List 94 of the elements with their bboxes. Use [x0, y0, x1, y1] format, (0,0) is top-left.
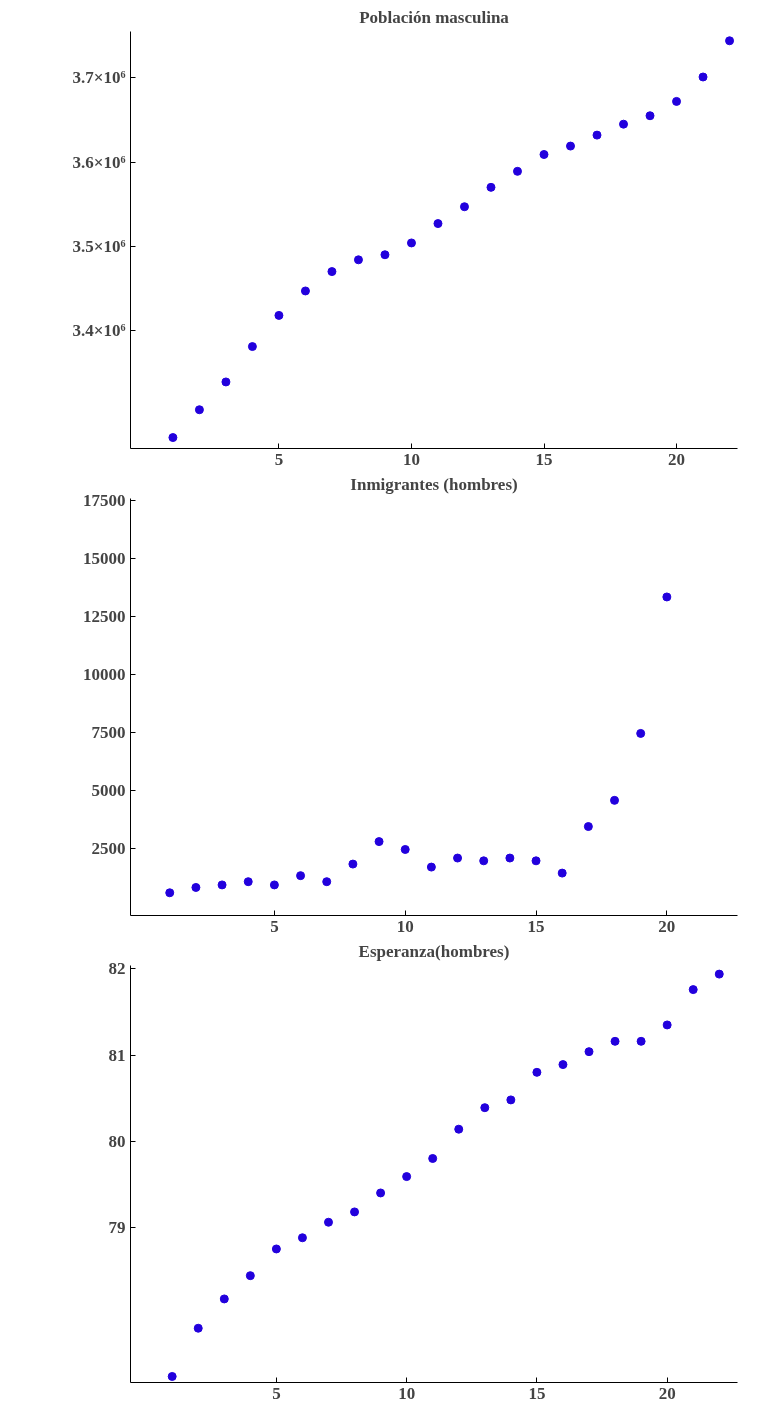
point	[610, 795, 620, 805]
point	[662, 592, 672, 602]
y-tick-label: 79	[108, 1217, 126, 1237]
chart-title: Población masculina	[359, 7, 510, 27]
y-tick-label: 15000	[83, 549, 126, 569]
point	[380, 250, 390, 260]
point	[353, 255, 363, 265]
y-tick-label: 82	[108, 959, 126, 979]
x-tick-label: 10	[398, 1383, 416, 1401]
point	[219, 1294, 229, 1304]
point	[327, 267, 337, 277]
y-tick-label: 81	[108, 1045, 126, 1065]
point	[348, 859, 358, 869]
point	[619, 119, 629, 129]
point	[610, 1036, 620, 1046]
y-tick-label: 17500	[83, 491, 126, 511]
x-tick-label: 10	[402, 449, 420, 469]
point	[584, 1047, 594, 1057]
point	[194, 405, 204, 415]
point	[636, 1036, 646, 1046]
point	[486, 182, 496, 192]
y-tick-label: 3.4×10⁶	[72, 321, 126, 341]
y-tick-label: 2500	[91, 838, 126, 858]
point	[698, 72, 708, 82]
point	[243, 877, 253, 887]
point	[376, 1188, 386, 1198]
point	[269, 880, 279, 890]
point	[402, 1172, 412, 1182]
y-tick-label: 7500	[91, 722, 126, 742]
point	[426, 862, 436, 872]
point	[350, 1207, 360, 1217]
x-tick-label: 15	[528, 1383, 546, 1401]
point	[168, 433, 178, 443]
point	[296, 871, 306, 881]
point	[322, 877, 332, 887]
y-tick-label: 3.6×10⁶	[72, 152, 126, 172]
x-tick-label: 5	[272, 1383, 281, 1401]
x-tick-label: 10	[396, 916, 414, 936]
y-tick-label: 3.5×10⁶	[72, 236, 126, 256]
point	[297, 1233, 307, 1243]
x-tick-label: 15	[527, 916, 545, 936]
x-tick-label: 5	[270, 916, 279, 936]
point	[725, 36, 735, 46]
x-tick-label: 20	[658, 916, 676, 936]
point	[645, 111, 655, 121]
y-tick-label: 5000	[91, 780, 126, 800]
point	[274, 310, 284, 320]
point	[480, 1103, 490, 1113]
x-tick-label: 20	[668, 449, 686, 469]
point	[557, 868, 567, 878]
point	[505, 853, 515, 863]
point	[247, 342, 257, 352]
y-tick-label: 3.7×10⁶	[72, 68, 126, 88]
point	[479, 856, 489, 866]
point	[506, 1095, 516, 1105]
point	[662, 1020, 672, 1030]
point	[167, 1371, 177, 1381]
point	[513, 166, 522, 176]
point	[406, 238, 416, 248]
point	[531, 856, 541, 866]
point	[459, 202, 469, 212]
point	[428, 1154, 438, 1163]
point	[453, 853, 463, 863]
point	[636, 728, 646, 738]
point	[323, 1217, 333, 1227]
point	[433, 219, 443, 229]
chart-title: Esperanza(hombres)	[358, 941, 510, 961]
point	[539, 150, 549, 159]
point	[221, 377, 231, 387]
y-tick-label: 10000	[83, 665, 126, 685]
point	[566, 141, 576, 151]
y-tick-label: 80	[108, 1131, 126, 1151]
point	[454, 1124, 464, 1134]
point	[165, 888, 175, 898]
point	[400, 844, 410, 854]
point	[592, 130, 602, 140]
point	[271, 1244, 281, 1254]
x-tick-label: 5	[274, 449, 284, 469]
point	[688, 985, 698, 995]
x-tick-label: 15	[535, 449, 553, 469]
point	[217, 880, 227, 890]
chart-title: Inmigrantes (hombres)	[350, 474, 518, 494]
x-tick-label: 20	[658, 1383, 676, 1401]
point	[193, 1323, 203, 1333]
point	[558, 1060, 568, 1070]
point	[583, 822, 593, 832]
point	[245, 1271, 255, 1281]
point	[672, 96, 682, 106]
point	[374, 837, 384, 847]
point	[300, 286, 310, 296]
point	[714, 969, 724, 979]
y-tick-label: 12500	[83, 607, 126, 627]
point	[532, 1067, 542, 1077]
point	[191, 882, 201, 892]
